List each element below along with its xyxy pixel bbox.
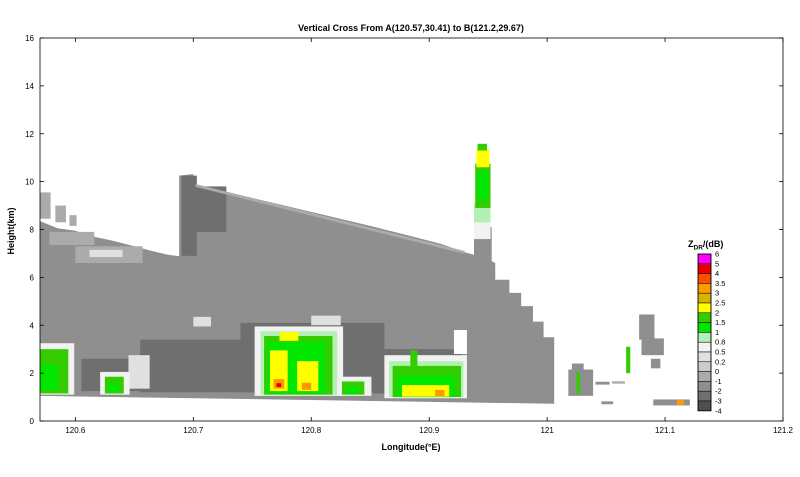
patch-right-green xyxy=(626,346,631,374)
cluster2-bright xyxy=(108,382,120,393)
spike-flank xyxy=(196,186,227,232)
cluster3-orange xyxy=(301,382,312,390)
y-tick-label: 6 xyxy=(30,273,35,282)
patch-right-strip xyxy=(653,399,690,406)
echo-regions-layer xyxy=(40,143,690,406)
colorbar-tick-label: -4 xyxy=(715,406,722,415)
colorbar-tick-label: 0 xyxy=(715,367,719,376)
y-axis-label: Height(km) xyxy=(6,207,16,254)
column-yellow xyxy=(476,149,490,168)
colorbar-tick-label: -1 xyxy=(715,377,722,386)
y-tick-label: 2 xyxy=(30,369,35,378)
light-wisp xyxy=(55,205,66,223)
colorbar-segment xyxy=(697,341,712,353)
colorbar-tick-label: 3.5 xyxy=(715,279,725,288)
y-tick-label: 12 xyxy=(25,130,34,139)
cluster5-sliver xyxy=(410,350,418,366)
colorbar-tick-label: 3 xyxy=(715,289,719,298)
colorbar-tick-label: 0.8 xyxy=(715,338,725,347)
pale-wisp xyxy=(193,316,212,327)
cluster4-bright xyxy=(346,386,359,395)
colorbar-tick-label: 1.5 xyxy=(715,318,725,327)
colorbar-segment xyxy=(697,312,712,323)
x-tick-label: 121.1 xyxy=(655,426,676,435)
patch-right xyxy=(568,369,594,396)
x-tick-label: 120.7 xyxy=(183,426,204,435)
x-tick-label: 121 xyxy=(540,426,554,435)
colorbar-segment xyxy=(697,283,712,294)
light-wisp xyxy=(49,231,95,246)
colorbar-tick-label: 1 xyxy=(715,328,719,337)
colorbar-segment xyxy=(697,263,712,274)
column-tip xyxy=(477,143,487,151)
notch xyxy=(453,330,467,354)
patch-right-orange xyxy=(676,399,684,405)
patch-right xyxy=(601,401,614,405)
light-wisp xyxy=(611,381,625,384)
light-wisp xyxy=(69,215,77,226)
spike-core xyxy=(181,175,197,256)
patch-right xyxy=(595,381,610,385)
cluster3-yellow xyxy=(279,331,299,341)
light-wisp xyxy=(40,192,51,219)
colorbar-tick-label: 2.5 xyxy=(715,299,725,308)
colorbar-border xyxy=(697,253,712,412)
colorbar-segment xyxy=(697,292,712,304)
colorbar-segment xyxy=(697,322,712,333)
chart-title: Vertical Cross From A(120.57,30.41) to B… xyxy=(298,23,524,33)
colorbar-segment xyxy=(697,302,712,314)
x-tick-label: 120.6 xyxy=(65,426,86,435)
colorbar-segment xyxy=(697,390,712,402)
y-tick-label: 8 xyxy=(30,226,35,235)
colorbar-tick-label: -3 xyxy=(715,397,722,406)
colorbar-segment xyxy=(697,332,712,343)
colorbar-tick-label: 6 xyxy=(715,250,719,259)
y-tick-label: 10 xyxy=(25,178,34,187)
cluster5-orange xyxy=(435,389,445,397)
patch-right xyxy=(571,363,584,371)
colorbar-segment xyxy=(697,361,712,372)
y-tick-label: 14 xyxy=(25,82,34,91)
colorbar-segment xyxy=(697,253,712,265)
light-edge xyxy=(195,184,465,254)
x-tick-label: 121.2 xyxy=(773,426,794,435)
colorbar-label: ZDR/(dB) xyxy=(688,239,723,252)
colorbar-tick-label: 0.5 xyxy=(715,348,725,357)
colorbar-segment xyxy=(697,381,712,392)
cluster5-yellow xyxy=(402,385,450,397)
colorbar-tick-label: 0.2 xyxy=(715,357,725,366)
column-bright xyxy=(477,170,489,200)
x-axis-label: Longitude(°E) xyxy=(381,442,440,452)
colorbar-tick-label: 2 xyxy=(715,308,719,317)
y-tick-label: 16 xyxy=(25,34,34,43)
pale-wisp xyxy=(128,355,150,389)
colorbar-segment xyxy=(697,351,712,363)
colorbar-segment xyxy=(697,371,712,382)
colorbar-segment xyxy=(697,400,712,412)
patch-right xyxy=(641,338,664,356)
colorbar-tick-label: -2 xyxy=(715,387,722,396)
cluster1-bright xyxy=(40,364,58,390)
patch-right xyxy=(650,358,661,369)
colorbar-tick-label: 5 xyxy=(715,259,719,268)
y-tick-label: 4 xyxy=(30,321,35,330)
colorbar-tick-label: 4 xyxy=(715,269,719,278)
cluster3-red xyxy=(276,383,282,388)
patch-right xyxy=(639,314,655,340)
pale-wisp xyxy=(89,249,123,258)
pale-wisp xyxy=(311,315,341,326)
patch-right-green xyxy=(576,371,581,394)
column-rim xyxy=(474,217,491,240)
colorbar-segment xyxy=(697,273,712,284)
axes-layer: 120.6 120.7 120.8 120.9 121 121.1 121.20246810… xyxy=(25,34,793,435)
y-tick-label: 0 xyxy=(30,417,35,426)
x-tick-label: 120.9 xyxy=(419,426,440,435)
x-tick-label: 120.8 xyxy=(301,426,322,435)
